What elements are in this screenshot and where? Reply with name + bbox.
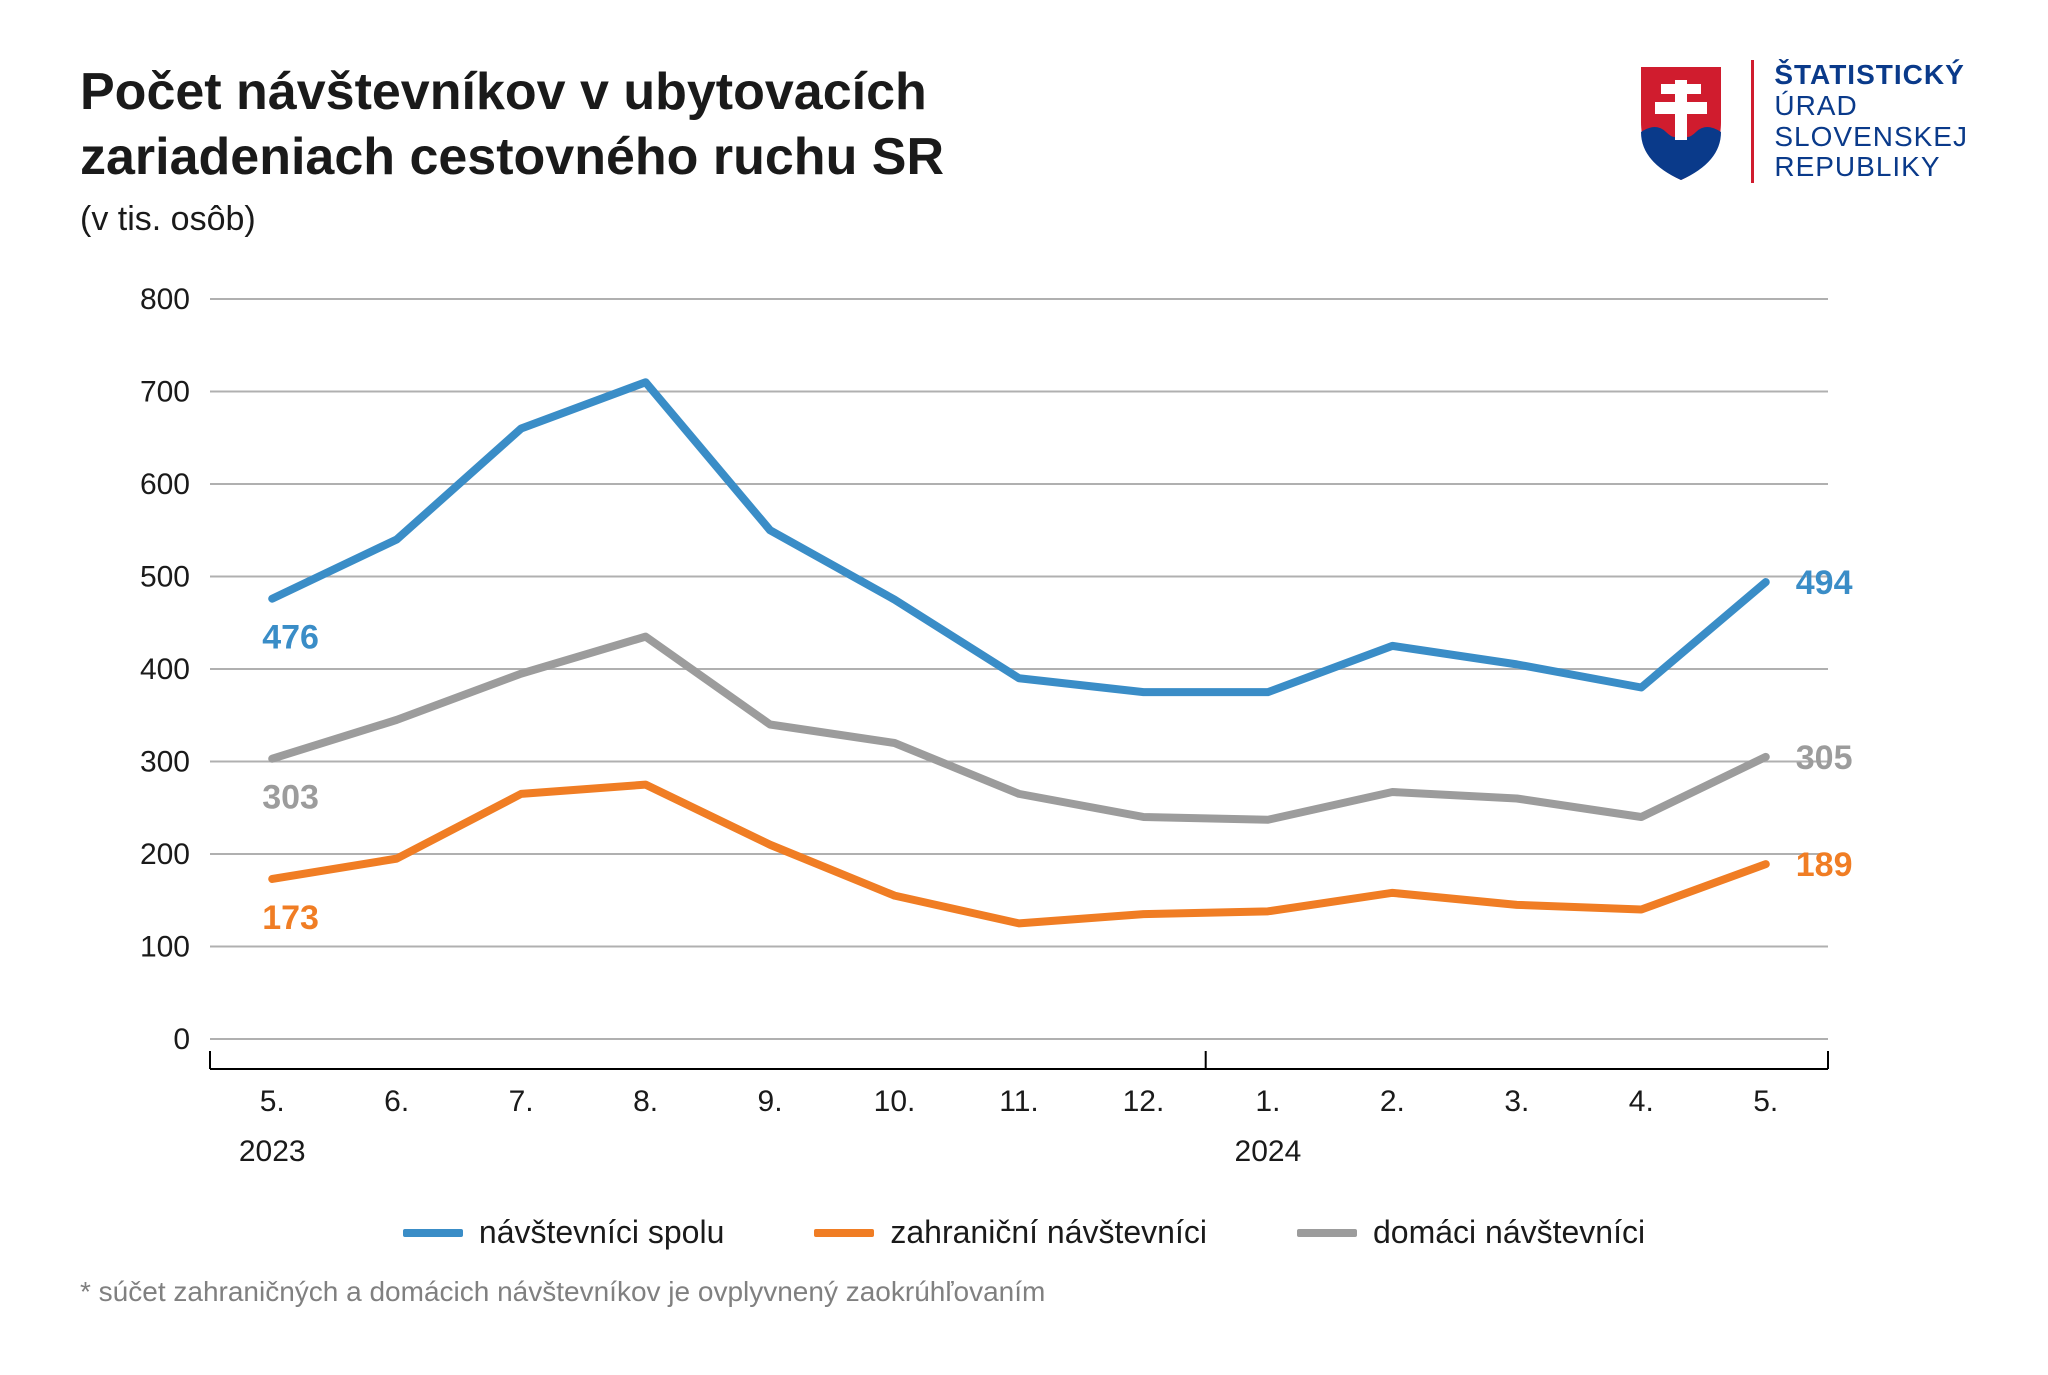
series-line [272,382,1766,692]
header: Počet návštevníkov v ubytovacích zariade… [80,60,1968,239]
x-tick-label: 9. [758,1085,783,1118]
x-tick-label: 2. [1380,1085,1405,1118]
x-tick-label: 5. [1753,1085,1778,1118]
series-start-label: 303 [262,779,319,817]
y-tick-label: 0 [173,1023,190,1056]
legend-item: návštevníci spolu [403,1214,724,1251]
chart-title: Počet návštevníkov v ubytovacích zariade… [80,60,944,190]
logo-text: ŠTATISTICKÝ ÚRAD SLOVENSKEJ REPUBLIKY [1751,60,1968,183]
series-start-label: 173 [262,899,319,937]
title-block: Počet návštevníkov v ubytovacích zariade… [80,60,944,239]
legend-swatch [1297,1229,1357,1237]
x-tick-label: 7. [509,1085,534,1118]
y-tick-label: 800 [140,283,190,316]
chart-subtitle: (v tis. osôb) [80,200,944,239]
line-chart: 0 100 200 300 400 500 600 700 800 5. 6. 7. 8. 9. 10. 11… [80,279,1968,1179]
title-line-1: Počet návštevníkov v ubytovacích [80,63,927,121]
legend-label: návštevníci spolu [479,1214,724,1251]
x-tick-label: 4. [1629,1085,1654,1118]
series-start-label: 476 [262,619,319,657]
legend-item: zahraniční návštevníci [814,1214,1207,1251]
org-logo: ŠTATISTICKÝ ÚRAD SLOVENSKEJ REPUBLIKY [1631,60,1968,183]
x-year-label: 2023 [239,1135,306,1168]
y-tick-label: 700 [140,376,190,409]
series-end-label: 494 [1796,564,1853,602]
title-line-2: zariadeniach cestovného ruchu SR [80,128,944,186]
y-tick-label: 500 [140,561,190,594]
logo-line-2: ÚRAD [1774,91,1968,122]
x-year-label: 2024 [1235,1135,1302,1168]
y-tick-label: 100 [140,931,190,964]
chart-container: 0 100 200 300 400 500 600 700 800 5. 6. 7. 8. 9. 10. 11… [80,279,1968,1184]
series-end-label: 189 [1796,846,1853,884]
x-tick-label: 3. [1504,1085,1529,1118]
x-tick-label: 12. [1123,1085,1165,1118]
legend: návštevníci spolu zahraniční návštevníci d… [80,1214,1968,1251]
x-tick-label: 10. [874,1085,916,1118]
series-end-label: 305 [1796,739,1853,777]
x-tick-label: 8. [633,1085,658,1118]
legend-label: domáci návštevníci [1373,1214,1645,1251]
logo-line-4: REPUBLIKY [1774,152,1968,183]
legend-item: domáci návštevníci [1297,1214,1645,1251]
y-tick-label: 400 [140,653,190,686]
x-tick-label: 6. [384,1085,409,1118]
x-tick-label: 1. [1255,1085,1280,1118]
x-tick-label: 11. [999,1085,1038,1118]
x-tick-label: 5. [260,1085,285,1118]
y-tick-label: 600 [140,468,190,501]
legend-swatch [814,1229,874,1237]
page-root: Počet návštevníkov v ubytovacích zariade… [0,0,2048,1375]
series-line [272,637,1766,820]
y-tick-label: 300 [140,746,190,779]
legend-swatch [403,1229,463,1237]
footnote: * súčet zahraničných a domácich návštevn… [80,1276,1968,1308]
legend-label: zahraniční návštevníci [890,1214,1207,1251]
logo-line-1: ŠTATISTICKÝ [1774,60,1968,91]
shield-icon [1631,62,1731,182]
logo-line-3: SLOVENSKEJ [1774,122,1968,153]
y-tick-label: 200 [140,838,190,871]
